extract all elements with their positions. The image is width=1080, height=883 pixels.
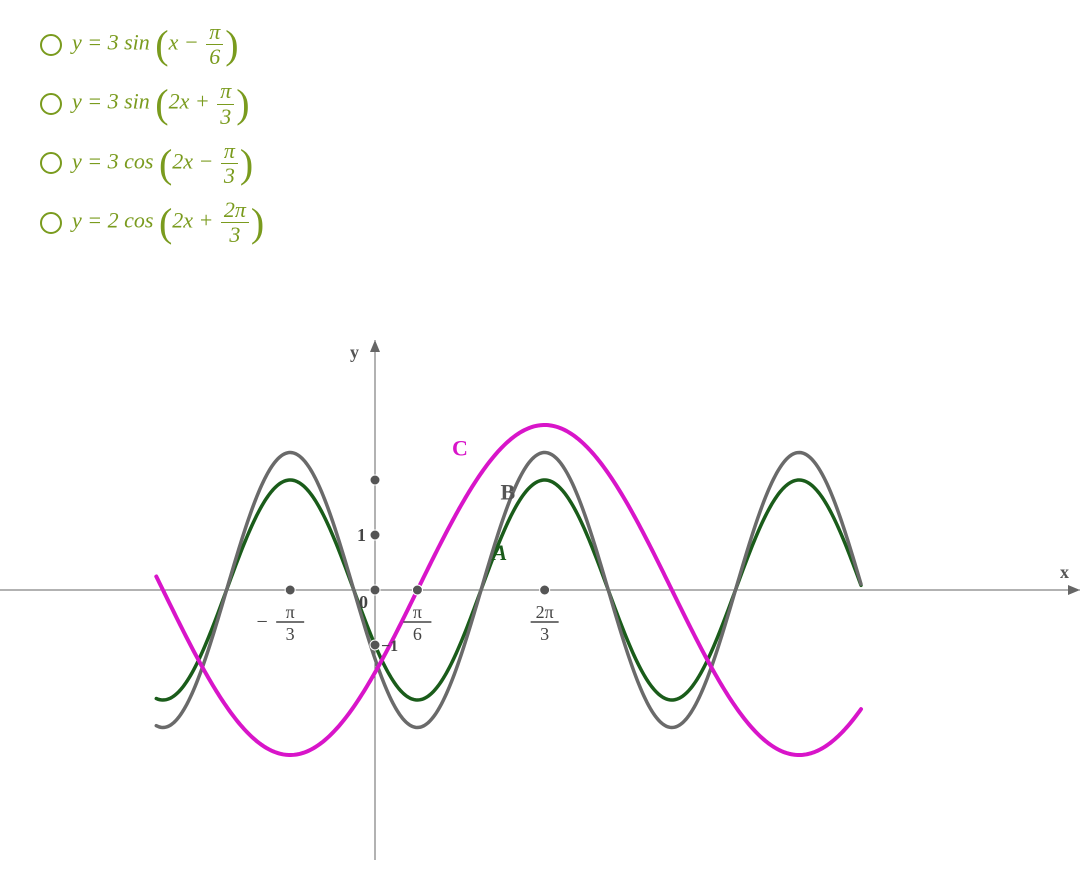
eq-2: y = 3 sin (2x + π3): [72, 79, 250, 128]
radio-2[interactable]: [40, 93, 62, 115]
eq-1: y = 3 sin (x − π6): [72, 20, 239, 69]
svg-text:6: 6: [413, 624, 422, 644]
svg-text:A: A: [490, 540, 507, 565]
svg-text:−1: −1: [381, 638, 398, 655]
svg-text:2π: 2π: [536, 602, 554, 622]
svg-text:x: x: [1060, 562, 1069, 582]
equation-options: y = 3 sin (x − π6) y = 3 sin (2x + π3) y…: [40, 20, 264, 258]
radio-1[interactable]: [40, 34, 62, 56]
svg-text:−: −: [257, 611, 268, 633]
radio-4[interactable]: [40, 212, 62, 234]
svg-text:C: C: [452, 435, 468, 460]
svg-text:3: 3: [286, 624, 295, 644]
svg-text:π: π: [286, 602, 295, 622]
svg-text:1: 1: [357, 525, 366, 545]
trig-chart: yx−π3π62π310−1ABC: [0, 340, 1080, 860]
option-4: y = 2 cos (2x + 2π3): [40, 198, 264, 247]
eq-4: y = 2 cos (2x + 2π3): [72, 198, 264, 247]
option-2: y = 3 sin (2x + π3): [40, 79, 264, 128]
svg-text:B: B: [501, 479, 516, 504]
svg-text:3: 3: [540, 624, 549, 644]
svg-text:0: 0: [359, 592, 368, 612]
svg-text:y: y: [350, 342, 359, 362]
option-1: y = 3 sin (x − π6): [40, 20, 264, 69]
eq-3: y = 3 cos (2x − π3): [72, 139, 253, 188]
option-3: y = 3 cos (2x − π3): [40, 139, 264, 188]
radio-3[interactable]: [40, 152, 62, 174]
svg-text:π: π: [413, 602, 422, 622]
